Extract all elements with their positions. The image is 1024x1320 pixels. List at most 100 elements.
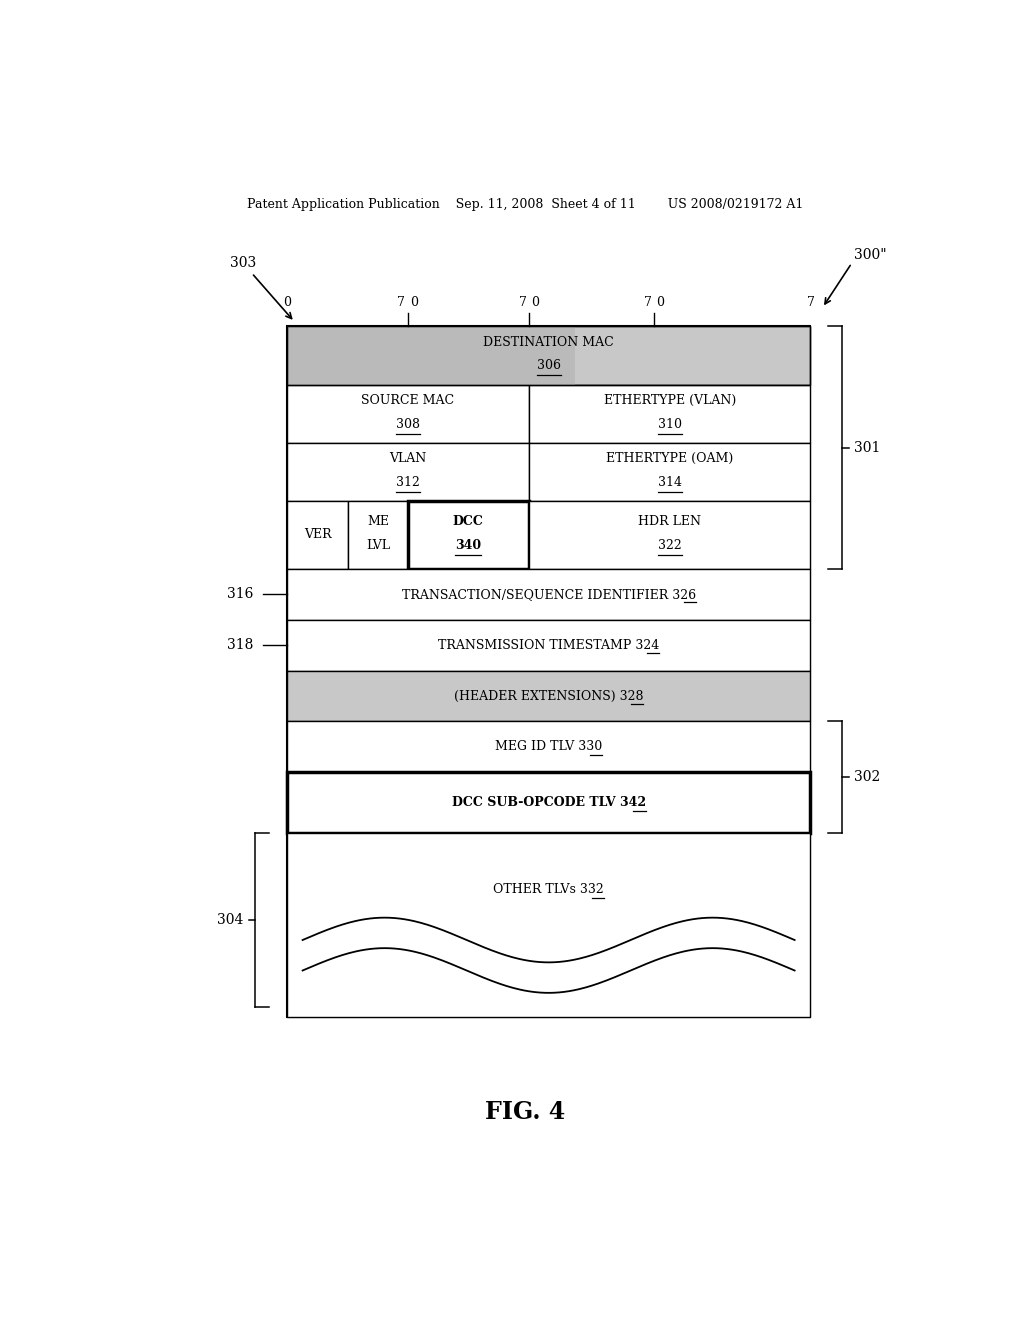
Point [733, 686, 750, 708]
Point [796, 705, 812, 726]
Point [506, 677, 522, 698]
Point [537, 698, 553, 719]
Point [303, 692, 319, 713]
Point [409, 705, 425, 726]
Point [289, 701, 305, 722]
Point [796, 682, 812, 704]
Point [786, 681, 803, 702]
Point [324, 681, 340, 702]
Point [338, 664, 354, 685]
Point [412, 705, 428, 726]
Point [507, 370, 523, 391]
Point [293, 668, 309, 689]
Point [385, 664, 401, 685]
Point [386, 367, 402, 388]
Point [687, 708, 703, 729]
Point [389, 697, 406, 718]
Point [338, 329, 354, 350]
Point [510, 682, 526, 704]
Point [436, 671, 453, 692]
Point [294, 341, 310, 362]
Point [593, 680, 609, 701]
Point [410, 364, 426, 385]
Point [787, 689, 804, 710]
Point [352, 363, 369, 384]
Point [362, 358, 379, 379]
Point [728, 688, 744, 709]
Point [464, 700, 480, 721]
Point [534, 705, 550, 726]
Point [591, 704, 607, 725]
Point [652, 675, 669, 696]
Point [582, 697, 598, 718]
Point [501, 694, 517, 715]
Point [287, 363, 303, 384]
Point [646, 680, 663, 701]
Point [514, 358, 530, 379]
Point [462, 685, 478, 706]
Point [549, 678, 565, 700]
Point [421, 335, 437, 356]
Point [382, 360, 398, 381]
Point [301, 693, 317, 714]
Point [445, 704, 462, 725]
Point [392, 345, 409, 366]
Point [749, 688, 765, 709]
Point [465, 330, 481, 351]
Point [335, 693, 351, 714]
Point [617, 681, 634, 702]
Point [653, 696, 670, 717]
Point [347, 366, 364, 387]
Point [725, 671, 741, 692]
Point [679, 684, 695, 705]
Point [520, 690, 537, 711]
Point [375, 696, 391, 717]
Point [761, 698, 777, 719]
Point [388, 693, 404, 714]
Text: SOURCE MAC: SOURCE MAC [361, 395, 455, 408]
Point [475, 326, 492, 347]
Bar [528, 500, 811, 569]
Point [532, 702, 549, 723]
Point [324, 686, 340, 708]
Point [301, 354, 317, 375]
Point [636, 667, 652, 688]
Point [342, 325, 358, 346]
Point [717, 671, 733, 692]
Point [523, 347, 540, 368]
Point [337, 325, 353, 346]
Point [517, 688, 534, 709]
Point [535, 708, 551, 729]
Point [600, 671, 616, 692]
Point [677, 672, 693, 693]
Point [383, 665, 399, 686]
Point [689, 668, 706, 689]
Point [497, 323, 513, 345]
Point [610, 671, 627, 692]
Point [627, 697, 643, 718]
Point [484, 668, 501, 689]
Point [506, 364, 522, 385]
Point [500, 706, 516, 727]
Point [623, 672, 639, 693]
Point [561, 692, 578, 713]
Point [678, 690, 694, 711]
Point [767, 682, 783, 704]
Point [669, 684, 685, 705]
Point [368, 682, 384, 704]
Point [325, 708, 341, 729]
Point [653, 704, 670, 725]
Point [385, 354, 401, 375]
Point [741, 697, 758, 718]
Point [507, 705, 523, 726]
Point [571, 664, 588, 685]
Point [520, 319, 537, 341]
Point [427, 664, 443, 685]
Point [417, 333, 433, 354]
Point [655, 676, 672, 697]
Point [571, 686, 588, 708]
Point [406, 700, 422, 721]
Point [665, 704, 681, 725]
Point [457, 331, 473, 352]
Point [319, 692, 336, 713]
